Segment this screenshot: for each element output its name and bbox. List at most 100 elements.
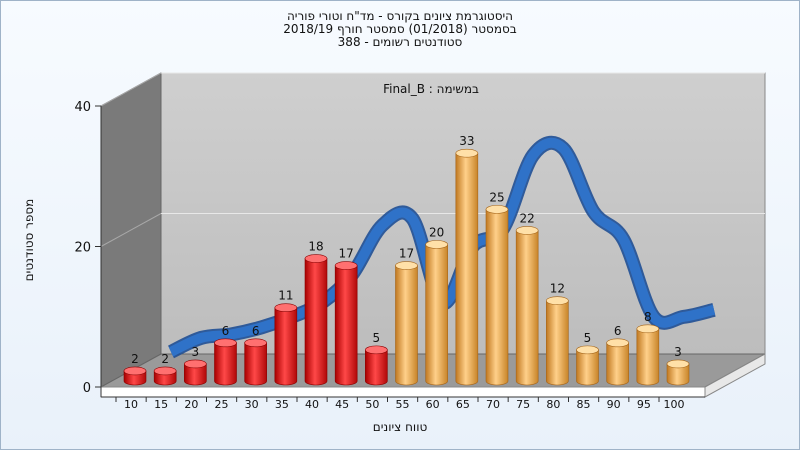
bar-top	[365, 345, 388, 355]
x-tick-label-50: 50	[365, 398, 379, 411]
title-line-1: היסטוגרמת ציונים בקורס - מד"ח וטורי פורי…	[286, 9, 514, 23]
bar-body	[515, 230, 539, 386]
data-label-100: 3	[674, 345, 682, 359]
x-tick-label-95: 95	[637, 398, 651, 411]
bar-body	[576, 349, 599, 386]
bar-top	[636, 324, 660, 334]
bar-top	[606, 338, 629, 348]
bar-body	[606, 342, 629, 386]
bar-50: 5	[365, 331, 388, 386]
bar-15: 2	[153, 352, 177, 386]
x-tick-label-55: 55	[396, 398, 410, 411]
data-label-25: 6	[222, 324, 230, 338]
x-tick-label-45: 45	[335, 398, 349, 411]
y-axis-label: מספר סטודנטים	[22, 198, 36, 282]
data-label-85: 5	[584, 331, 592, 345]
y-tick-label-20: 20	[74, 241, 91, 256]
bar-top	[214, 338, 237, 348]
y-tick-label-0: 0	[83, 381, 91, 396]
gridline-side	[100, 72, 162, 107]
bar-25: 6	[214, 324, 237, 386]
bar-body	[455, 152, 479, 386]
bar-body	[304, 258, 328, 386]
bar-10: 2	[123, 352, 147, 386]
data-label-45: 17	[339, 247, 354, 261]
chart-title: היסטוגרמת ציונים בקורס - מד"ח וטורי פורי…	[0, 10, 800, 49]
bar-45: 17	[334, 247, 358, 386]
bar-body	[365, 349, 388, 386]
x-tick-label-75: 75	[516, 398, 530, 411]
data-label-40: 18	[308, 240, 323, 254]
bar-70: 25	[485, 190, 509, 386]
data-label-80: 12	[550, 282, 565, 296]
x-tick-label-65: 65	[456, 398, 470, 411]
data-label-50: 5	[373, 331, 381, 345]
x-tick-label-15: 15	[154, 398, 168, 411]
bar-top	[485, 205, 509, 214]
x-tick-label-35: 35	[275, 398, 289, 411]
data-label-95: 8	[644, 310, 652, 324]
bar-90: 6	[606, 324, 629, 386]
data-label-35: 11	[278, 289, 293, 303]
data-label-65: 33	[459, 134, 474, 148]
bar-30: 6	[244, 324, 267, 386]
bar-55: 17	[395, 247, 418, 386]
bar-20: 3	[184, 345, 207, 386]
data-label-70: 25	[489, 190, 504, 204]
bar-body	[244, 342, 267, 386]
bar-top	[546, 296, 569, 306]
bar-35: 11	[274, 289, 298, 386]
bar-top	[666, 359, 690, 369]
y-tick-label-40: 40	[74, 100, 91, 115]
title-line-2: בסמסטר (01/2018) סמסטר חורף 2018/19	[283, 22, 517, 36]
bar-85: 5	[576, 331, 599, 386]
bar-75: 22	[515, 211, 539, 386]
bar-65: 33	[455, 134, 479, 386]
data-label-55: 17	[399, 247, 414, 261]
x-tick-label-80: 80	[546, 398, 560, 411]
x-tick-label-25: 25	[215, 398, 229, 411]
data-label-75: 22	[520, 211, 535, 225]
data-label-30: 6	[252, 324, 260, 338]
x-tick-label-70: 70	[486, 398, 500, 411]
data-label-10: 2	[131, 352, 139, 366]
bar-top	[153, 366, 177, 376]
bar-top	[334, 261, 358, 270]
bar-100: 3	[666, 345, 690, 386]
x-tick-label-10: 10	[124, 398, 138, 411]
bar-top	[123, 366, 147, 376]
data-label-60: 20	[429, 226, 444, 240]
bar-top	[425, 240, 448, 249]
bar-body	[636, 328, 660, 386]
bar-top	[515, 226, 539, 235]
chart-subtitle: Final_B : במשימה	[383, 82, 479, 96]
x-tick-label-90: 90	[607, 398, 621, 411]
x-tick-label-30: 30	[245, 398, 259, 411]
x-tick-label-20: 20	[184, 398, 198, 411]
floor-right-edge	[704, 353, 766, 398]
title-line-3: סטודנטים רשומים - 388	[337, 35, 463, 49]
bar-body	[274, 307, 298, 386]
bar-top	[576, 345, 599, 355]
data-label-20: 3	[192, 345, 200, 359]
x-tick-label-100: 100	[664, 398, 685, 411]
data-label-15: 2	[161, 352, 169, 366]
bar-body	[334, 265, 358, 386]
x-tick-label-85: 85	[577, 398, 591, 411]
bar-body	[214, 342, 237, 386]
bar-body	[184, 363, 207, 386]
bar-80: 12	[546, 282, 569, 386]
bar-top	[244, 338, 267, 348]
bar-60: 20	[425, 226, 448, 386]
bar-top	[304, 254, 328, 263]
bar-body	[666, 363, 690, 386]
bar-40: 18	[304, 240, 328, 386]
bar-body	[546, 300, 569, 386]
x-tick-label-40: 40	[305, 398, 319, 411]
bar-body	[395, 265, 418, 386]
data-label-90: 6	[614, 324, 622, 338]
bar-top	[395, 261, 418, 270]
bar-top	[274, 303, 298, 313]
floor-front-edge	[100, 386, 706, 398]
